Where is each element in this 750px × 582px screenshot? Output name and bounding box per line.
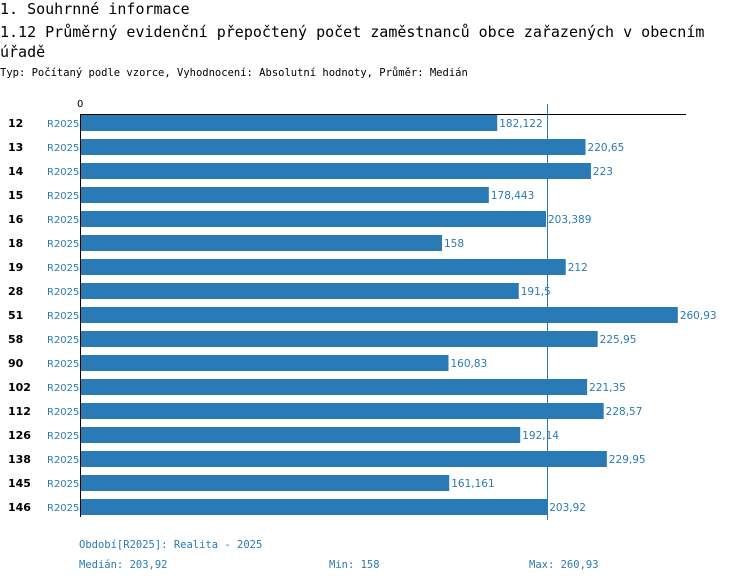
value-label: 223 xyxy=(593,166,613,178)
value-label: 225,95 xyxy=(600,334,637,346)
bar xyxy=(80,211,546,227)
value-label: 191,5 xyxy=(521,286,551,298)
category-label: 12 xyxy=(8,117,23,130)
category-label: 102 xyxy=(8,381,31,394)
bar xyxy=(80,379,588,395)
period-label: R2025 xyxy=(47,215,79,226)
value-label: 160,83 xyxy=(450,358,487,370)
period-label: R2025 xyxy=(47,407,79,418)
value-label: 220,65 xyxy=(588,142,625,154)
category-label: 16 xyxy=(8,213,24,226)
bar xyxy=(80,235,442,251)
value-label: 260,93 xyxy=(680,310,717,322)
period-label: R2025 xyxy=(47,335,79,346)
value-label: 212 xyxy=(568,262,588,274)
period-label: R2025 xyxy=(47,359,79,370)
value-label: 228,57 xyxy=(606,406,643,418)
category-label: 138 xyxy=(8,453,31,466)
category-label: 15 xyxy=(8,189,23,202)
category-label: 146 xyxy=(8,501,31,514)
category-label: 51 xyxy=(8,309,23,322)
category-label: 19 xyxy=(8,261,23,274)
section-title: 1. Souhrnné informace xyxy=(0,0,190,18)
chart-subtitle: Typ: Počítaný podle vzorce, Vyhodnocení:… xyxy=(0,67,468,79)
category-label: 28 xyxy=(8,285,23,298)
category-label: 112 xyxy=(8,405,31,418)
period-label: R2025 xyxy=(47,143,79,154)
period-label: R2025 xyxy=(47,239,79,250)
period-label: R2025 xyxy=(47,455,79,466)
chart-title: 1.12 Průměrný evidenční přepočtený počet… xyxy=(0,23,705,61)
value-label: 182,122 xyxy=(499,118,542,130)
bar xyxy=(80,163,591,179)
value-label: 192,14 xyxy=(522,430,559,442)
bar xyxy=(80,403,604,419)
value-label: 158 xyxy=(444,238,464,250)
value-label: 221,35 xyxy=(589,382,626,394)
category-label: 126 xyxy=(8,429,31,442)
bar xyxy=(80,355,449,371)
bar xyxy=(80,427,521,443)
period-label: R2025 xyxy=(47,479,79,490)
bar xyxy=(80,475,450,491)
period-label: R2025 xyxy=(47,191,79,202)
category-label: 90 xyxy=(8,357,24,370)
footer-median: Medián: 203,92 xyxy=(79,559,168,571)
period-label: R2025 xyxy=(47,431,79,442)
period-label: R2025 xyxy=(47,503,79,514)
period-label: R2025 xyxy=(47,263,79,274)
category-label: 14 xyxy=(8,165,24,178)
value-label: 203,389 xyxy=(548,214,591,226)
category-label: 13 xyxy=(8,141,23,154)
bar xyxy=(80,259,566,275)
footer-max: Max: 260,93 xyxy=(529,559,599,571)
footer-period: Období[R2025]: Realita - 2025 xyxy=(79,539,263,551)
value-label: 229,95 xyxy=(609,454,646,466)
value-label: 178,443 xyxy=(491,190,534,202)
period-label: R2025 xyxy=(47,311,79,322)
bar xyxy=(80,187,489,203)
category-label: 145 xyxy=(8,477,31,490)
bar xyxy=(80,115,498,131)
period-label: R2025 xyxy=(47,167,79,178)
category-label: 18 xyxy=(8,237,23,250)
footer-min: Min: 158 xyxy=(329,559,380,571)
x-axis-tick-label: 0 xyxy=(77,99,83,110)
bar xyxy=(80,139,586,155)
period-label: R2025 xyxy=(47,383,79,394)
bar xyxy=(80,283,519,299)
bar xyxy=(80,499,548,515)
period-label: R2025 xyxy=(47,119,79,130)
bar xyxy=(80,451,607,467)
bar xyxy=(80,331,598,347)
bar xyxy=(80,307,678,323)
value-label: 203,92 xyxy=(549,502,586,514)
category-label: 58 xyxy=(8,333,23,346)
value-label: 161,161 xyxy=(451,478,494,490)
period-label: R2025 xyxy=(47,287,79,298)
